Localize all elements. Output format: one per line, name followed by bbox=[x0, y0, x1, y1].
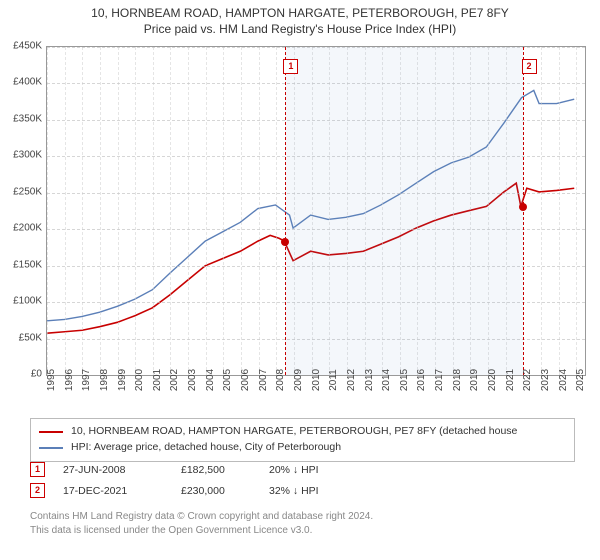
footer-line-1: Contains HM Land Registry data © Crown c… bbox=[30, 510, 575, 524]
y-tick-label: £150K bbox=[0, 259, 42, 270]
sale-price: £230,000 bbox=[181, 485, 251, 497]
x-tick-label: 1998 bbox=[99, 369, 110, 391]
x-tick-label: 2000 bbox=[134, 369, 145, 391]
sale-price: £182,500 bbox=[181, 464, 251, 476]
x-axis-ticks: 1995199619971998199920002001200220032004… bbox=[46, 380, 586, 410]
gridline-vertical bbox=[47, 47, 48, 375]
legend-label: 10, HORNBEAM ROAD, HAMPTON HARGATE, PETE… bbox=[71, 424, 517, 440]
x-tick-label: 2009 bbox=[293, 369, 304, 391]
y-tick-label: £400K bbox=[0, 77, 42, 88]
x-tick-label: 2013 bbox=[364, 369, 375, 391]
gridline-vertical bbox=[118, 47, 119, 375]
sale-row: 2 17-DEC-2021 £230,000 32% ↓ HPI bbox=[30, 483, 575, 498]
y-tick-label: £250K bbox=[0, 186, 42, 197]
legend-swatch bbox=[39, 447, 63, 449]
sale-date: 27-JUN-2008 bbox=[63, 464, 163, 476]
legend-swatch bbox=[39, 431, 63, 433]
gridline-vertical bbox=[576, 47, 577, 375]
x-tick-label: 2017 bbox=[434, 369, 445, 391]
chart-title: 10, HORNBEAM ROAD, HAMPTON HARGATE, PETE… bbox=[0, 0, 600, 37]
sale-marker-box: 2 bbox=[522, 59, 537, 74]
y-tick-label: £100K bbox=[0, 296, 42, 307]
sales-table: 1 27-JUN-2008 £182,500 20% ↓ HPI 2 17-DE… bbox=[30, 462, 575, 504]
sale-marker-icon: 2 bbox=[30, 483, 45, 498]
x-tick-label: 1996 bbox=[64, 369, 75, 391]
gridline-vertical bbox=[259, 47, 260, 375]
gridline-vertical bbox=[100, 47, 101, 375]
y-tick-label: £350K bbox=[0, 113, 42, 124]
x-tick-label: 1997 bbox=[81, 369, 92, 391]
x-tick-label: 2016 bbox=[416, 369, 427, 391]
gridline-vertical bbox=[188, 47, 189, 375]
title-line-1: 10, HORNBEAM ROAD, HAMPTON HARGATE, PETE… bbox=[0, 6, 600, 22]
x-tick-label: 2021 bbox=[505, 369, 516, 391]
x-tick-label: 2007 bbox=[258, 369, 269, 391]
x-tick-label: 2020 bbox=[487, 369, 498, 391]
footer-line-2: This data is licensed under the Open Gov… bbox=[30, 524, 575, 538]
sale-vline bbox=[285, 47, 286, 375]
x-tick-label: 2025 bbox=[575, 369, 586, 391]
sale-row: 1 27-JUN-2008 £182,500 20% ↓ HPI bbox=[30, 462, 575, 477]
x-tick-label: 2012 bbox=[346, 369, 357, 391]
x-tick-label: 1999 bbox=[117, 369, 128, 391]
plot-area: 12 bbox=[46, 46, 586, 376]
sale-point bbox=[281, 238, 289, 246]
x-tick-label: 2019 bbox=[469, 369, 480, 391]
y-tick-label: £0 bbox=[0, 369, 42, 380]
x-tick-label: 2024 bbox=[558, 369, 569, 391]
x-tick-label: 2005 bbox=[222, 369, 233, 391]
sale-marker-box: 1 bbox=[283, 59, 298, 74]
gridline-vertical bbox=[276, 47, 277, 375]
sale-delta: 20% ↓ HPI bbox=[269, 464, 379, 476]
y-tick-label: £450K bbox=[0, 41, 42, 52]
legend-item: HPI: Average price, detached house, City… bbox=[39, 440, 566, 456]
x-tick-label: 2004 bbox=[205, 369, 216, 391]
gridline-vertical bbox=[82, 47, 83, 375]
x-tick-label: 2001 bbox=[152, 369, 163, 391]
x-tick-label: 2011 bbox=[328, 369, 339, 391]
gridline-vertical bbox=[153, 47, 154, 375]
x-tick-label: 2018 bbox=[452, 369, 463, 391]
x-tick-label: 2010 bbox=[311, 369, 322, 391]
x-tick-label: 2006 bbox=[240, 369, 251, 391]
chart-area: 12 1995199619971998199920002001200220032… bbox=[0, 42, 600, 412]
x-tick-label: 2002 bbox=[169, 369, 180, 391]
sale-date: 17-DEC-2021 bbox=[63, 485, 163, 497]
legend: 10, HORNBEAM ROAD, HAMPTON HARGATE, PETE… bbox=[30, 418, 575, 462]
y-tick-label: £50K bbox=[0, 332, 42, 343]
sale-marker-icon: 1 bbox=[30, 462, 45, 477]
shaded-period bbox=[285, 47, 523, 375]
title-line-2: Price paid vs. HM Land Registry's House … bbox=[0, 22, 600, 38]
x-tick-label: 1995 bbox=[46, 369, 57, 391]
x-tick-label: 2022 bbox=[522, 369, 533, 391]
gridline-vertical bbox=[241, 47, 242, 375]
x-tick-label: 2015 bbox=[399, 369, 410, 391]
x-tick-label: 2014 bbox=[381, 369, 392, 391]
legend-label: HPI: Average price, detached house, City… bbox=[71, 440, 341, 456]
y-tick-label: £300K bbox=[0, 150, 42, 161]
sale-delta: 32% ↓ HPI bbox=[269, 485, 379, 497]
y-tick-label: £200K bbox=[0, 223, 42, 234]
gridline-vertical bbox=[170, 47, 171, 375]
gridline-vertical bbox=[135, 47, 136, 375]
gridline-vertical bbox=[65, 47, 66, 375]
x-tick-label: 2008 bbox=[275, 369, 286, 391]
gridline-vertical bbox=[206, 47, 207, 375]
legend-item: 10, HORNBEAM ROAD, HAMPTON HARGATE, PETE… bbox=[39, 424, 566, 440]
gridline-vertical bbox=[541, 47, 542, 375]
footer-attribution: Contains HM Land Registry data © Crown c… bbox=[30, 510, 575, 537]
x-tick-label: 2003 bbox=[187, 369, 198, 391]
gridline-vertical bbox=[223, 47, 224, 375]
sale-point bbox=[519, 203, 527, 211]
gridline-vertical bbox=[559, 47, 560, 375]
x-tick-label: 2023 bbox=[540, 369, 551, 391]
